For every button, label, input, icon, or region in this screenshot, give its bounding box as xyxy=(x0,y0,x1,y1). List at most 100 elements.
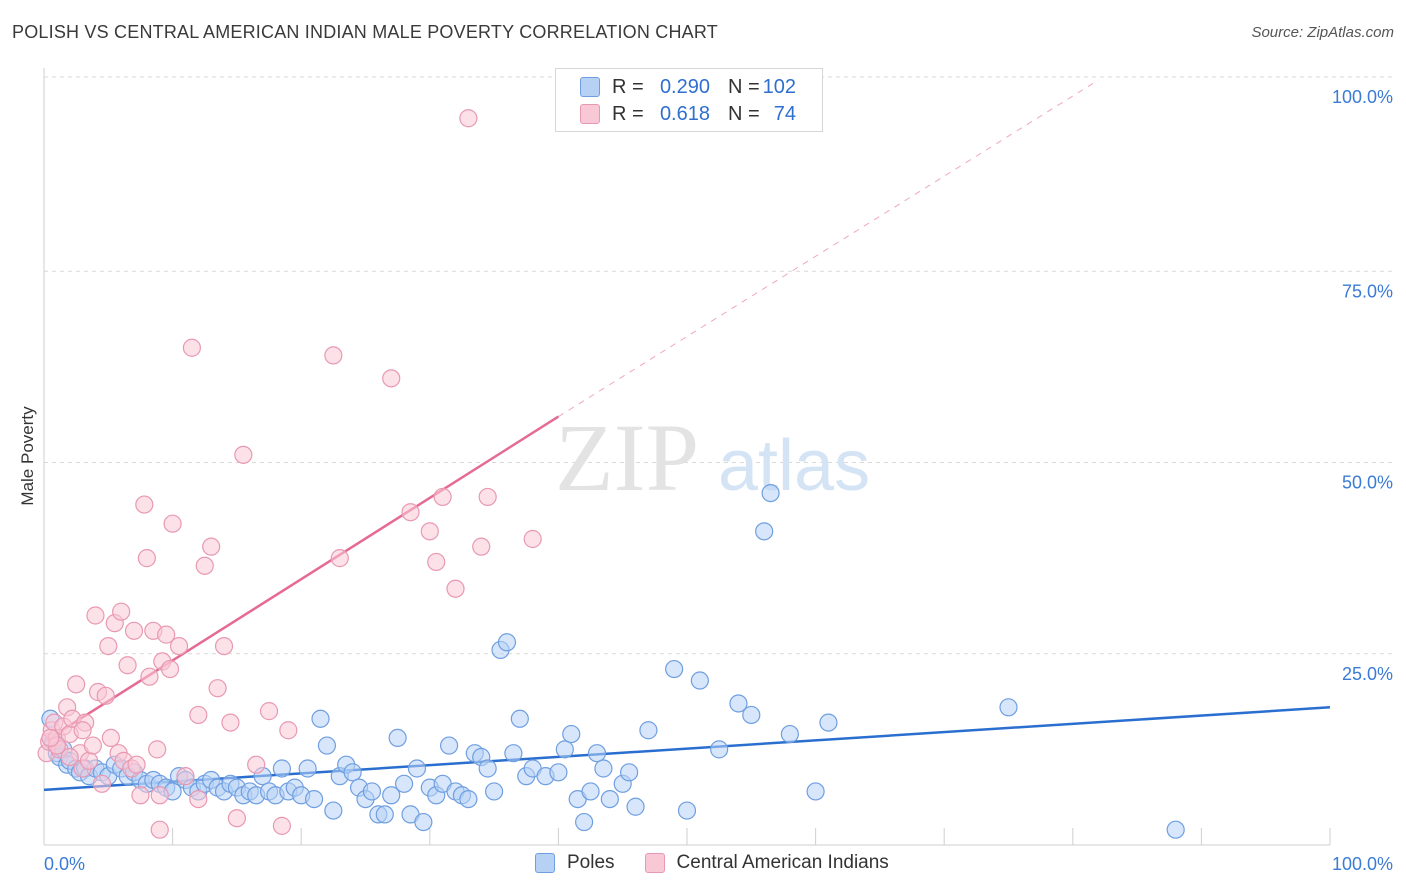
point-poles xyxy=(343,763,362,782)
point-cai xyxy=(382,369,401,388)
point-poles xyxy=(478,759,497,778)
bottom-legend-swatch-pink xyxy=(644,853,665,873)
point-poles xyxy=(729,694,748,713)
point-cai xyxy=(157,625,176,644)
point-cai xyxy=(99,636,118,656)
point-poles xyxy=(504,744,523,763)
point-poles xyxy=(375,805,394,824)
y-tick-label: 50.0% xyxy=(1342,473,1393,493)
point-cai xyxy=(279,721,298,740)
point-cai xyxy=(189,789,208,809)
point-poles xyxy=(742,705,761,725)
point-poles xyxy=(639,721,658,740)
chart-title: POLISH VS CENTRAL AMERICAN INDIAN MALE P… xyxy=(12,22,718,42)
legend-n-value: 102 xyxy=(762,75,796,98)
point-cai xyxy=(67,675,86,694)
point-poles xyxy=(581,782,600,801)
legend-row-poles: R = 0.290 N = 102 xyxy=(580,74,796,100)
point-poles xyxy=(362,782,382,801)
point-cai xyxy=(41,728,60,748)
point-cai xyxy=(148,740,167,759)
point-cai xyxy=(433,487,452,507)
legend-box: R = 0.290 N = 102 R = 0.618 N = 74 xyxy=(555,68,823,132)
y-tick-label: 100.0% xyxy=(1332,87,1393,107)
point-poles xyxy=(298,759,317,778)
point-poles xyxy=(819,713,838,732)
point-poles xyxy=(407,759,427,778)
point-poles xyxy=(677,801,697,820)
point-poles xyxy=(620,763,639,782)
point-cai xyxy=(247,755,266,774)
legend-n-label: N = xyxy=(728,75,760,98)
trendline-cai-extension xyxy=(558,79,1099,418)
point-poles xyxy=(439,736,459,755)
point-cai xyxy=(272,816,292,835)
point-poles xyxy=(510,709,529,728)
grid-layer xyxy=(44,76,1394,655)
point-cai xyxy=(202,537,221,556)
point-poles xyxy=(272,759,292,778)
bottom-legend-poles: Poles xyxy=(535,852,615,874)
point-cai xyxy=(79,751,99,770)
point-cai xyxy=(176,767,195,786)
point-poles xyxy=(755,522,774,541)
point-poles xyxy=(485,782,504,801)
point-cai xyxy=(73,721,92,740)
point-cai xyxy=(150,786,169,805)
point-poles xyxy=(1166,820,1185,839)
bottom-legend-cai: Central American Indians xyxy=(644,852,889,874)
point-poles xyxy=(562,724,581,744)
watermark-zip: ZIP xyxy=(555,404,699,511)
point-poles xyxy=(600,789,619,809)
point-cai xyxy=(478,487,497,507)
point-cai xyxy=(135,495,154,514)
point-poles xyxy=(324,801,343,820)
point-poles xyxy=(594,759,613,778)
point-cai xyxy=(234,445,253,464)
legend-r-label: R = xyxy=(612,102,644,125)
point-cai xyxy=(127,755,146,774)
point-cai xyxy=(150,820,169,839)
label-layer: 25.0% 50.0% 75.0% 100.0% 0.0% 100.0% Male Pove… xyxy=(18,87,1393,874)
point-cai xyxy=(427,552,446,572)
point-cai xyxy=(330,549,349,568)
point-cai xyxy=(86,606,105,625)
point-poles xyxy=(555,740,574,759)
x-tick-label: 0.0% xyxy=(44,854,85,874)
y-tick-label: 25.0% xyxy=(1342,664,1393,684)
point-cai xyxy=(124,621,144,640)
point-poles xyxy=(394,774,414,793)
bottom-legend-label-cai: Central American Indians xyxy=(676,852,889,873)
point-cai xyxy=(140,667,159,686)
legend-n-label: N = xyxy=(728,102,760,125)
point-poles xyxy=(780,724,799,744)
legend-swatch-blue xyxy=(580,77,600,97)
legend-n-value: 74 xyxy=(773,102,796,125)
point-poles xyxy=(382,786,401,805)
point-poles xyxy=(575,812,594,832)
point-poles xyxy=(999,698,1018,717)
point-cai xyxy=(324,346,343,365)
point-cai xyxy=(92,774,111,793)
points-layer xyxy=(37,109,1185,839)
point-cai xyxy=(420,522,439,541)
trendline-cai xyxy=(43,415,560,743)
source-label: Source: ZipAtlas.com xyxy=(1251,24,1394,41)
legend-row-cai: R = 0.618 N = 74 xyxy=(580,101,796,127)
point-poles xyxy=(311,709,330,728)
point-cai xyxy=(137,549,156,568)
point-cai xyxy=(221,713,240,732)
legend-r-label: R = xyxy=(612,75,644,98)
point-poles xyxy=(761,484,780,503)
point-cai xyxy=(523,529,542,549)
point-cai xyxy=(83,736,102,755)
point-cai xyxy=(195,556,214,575)
x-tick-label: 100.0% xyxy=(1332,854,1393,874)
y-axis-label: Male Poverty xyxy=(18,406,37,506)
point-cai xyxy=(227,809,246,828)
point-cai xyxy=(189,705,208,725)
point-cai xyxy=(101,728,120,748)
point-poles xyxy=(690,671,709,690)
point-poles xyxy=(549,763,568,782)
point-cai xyxy=(163,514,182,533)
